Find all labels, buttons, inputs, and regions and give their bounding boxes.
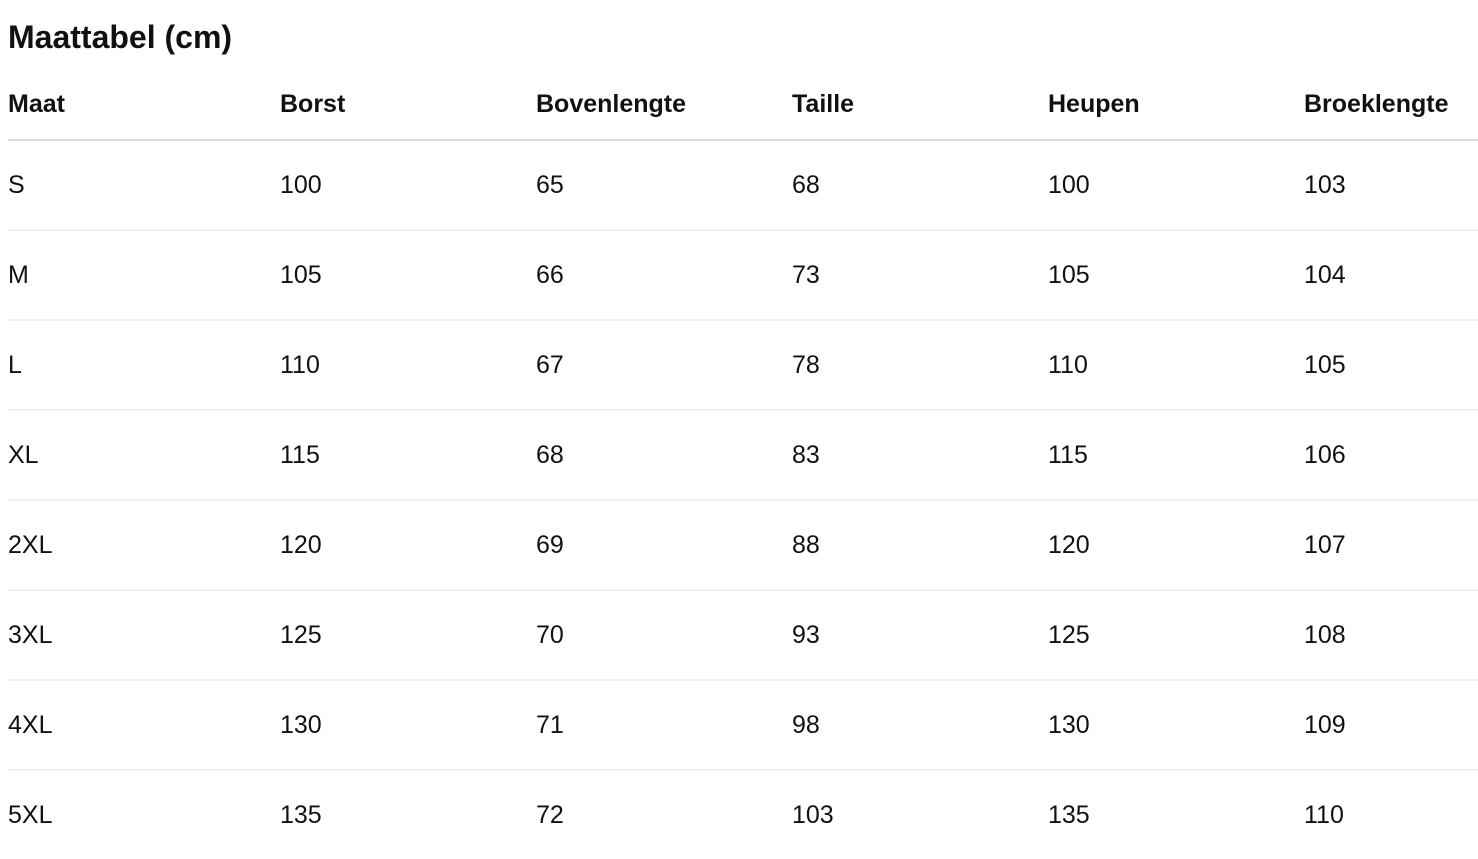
table-cell: 130 (280, 680, 536, 771)
table-cell: 100 (1048, 140, 1304, 231)
column-header-taille: Taille (792, 74, 1048, 141)
table-cell: 69 (536, 500, 792, 591)
table-cell: 68 (792, 140, 1048, 231)
table-cell: 83 (792, 410, 1048, 501)
table-cell: 115 (280, 410, 536, 501)
table-cell: 110 (1048, 320, 1304, 411)
table-cell: 100 (280, 140, 536, 231)
table-cell: L (8, 320, 280, 411)
table-cell: 120 (1048, 500, 1304, 591)
table-cell: 109 (1304, 680, 1478, 771)
table-cell: XL (8, 410, 280, 501)
table-cell: 71 (536, 680, 792, 771)
table-cell: 2XL (8, 500, 280, 591)
table-cell: 115 (1048, 410, 1304, 501)
column-header-broeklengte: Broeklengte (1304, 74, 1478, 141)
column-header-bovenlengte: Bovenlengte (536, 74, 792, 141)
table-cell: 130 (1048, 680, 1304, 771)
table-row: M 105 66 73 105 104 (8, 230, 1478, 321)
table-cell: 78 (792, 320, 1048, 411)
table-cell: 3XL (8, 590, 280, 681)
table-header-row: Maat Borst Bovenlengte Taille Heupen Broeklen… (8, 74, 1478, 141)
table-row: 2XL 120 69 88 120 107 (8, 500, 1478, 591)
table-cell: 5XL (8, 800, 53, 829)
table-cell: 103 (792, 800, 834, 829)
table-cell: 135 (280, 800, 322, 829)
table-cell: 108 (1304, 590, 1478, 681)
table-cell: 107 (1304, 500, 1478, 591)
table-cell: 68 (536, 410, 792, 501)
table-row: 3XL 125 70 93 125 108 (8, 590, 1478, 681)
column-header-heupen: Heupen (1048, 74, 1304, 141)
table-cell: 105 (1048, 230, 1304, 321)
size-table: Maat Borst Bovenlengte Taille Heupen Broeklen… (8, 74, 1478, 859)
table-cell: 125 (1048, 590, 1304, 681)
table-cell: 98 (792, 680, 1048, 771)
table-row: 5XL 135 72 103 135 110 (8, 770, 1478, 859)
table-cell: 120 (280, 500, 536, 591)
table-cell: 70 (536, 590, 792, 681)
table-cell: S (8, 140, 280, 231)
table-cell: 105 (280, 230, 536, 321)
page-title: Maattabel (cm) (8, 19, 233, 55)
table-cell: 4XL (8, 680, 280, 771)
table-cell: 135 (1048, 800, 1090, 829)
table-row: 4XL 130 71 98 130 109 (8, 680, 1478, 771)
table-cell: 110 (280, 320, 536, 411)
table-cell: 72 (536, 800, 564, 829)
table-cell: 106 (1304, 410, 1478, 501)
table-cell: 66 (536, 230, 792, 321)
table-row: S 100 65 68 100 103 (8, 140, 1478, 231)
table-cell: 110 (1304, 800, 1344, 829)
table-cell: 104 (1304, 230, 1478, 321)
column-header-borst: Borst (280, 74, 536, 141)
table-cell: 103 (1304, 140, 1478, 231)
table-cell: M (8, 230, 280, 321)
table-cell: 73 (792, 230, 1048, 321)
table-row: XL 115 68 83 115 106 (8, 410, 1478, 501)
table-row: L 110 67 78 110 105 (8, 320, 1478, 411)
table-cell: 65 (536, 140, 792, 231)
table-cell: 93 (792, 590, 1048, 681)
table-cell: 88 (792, 500, 1048, 591)
table-cell: 105 (1304, 320, 1478, 411)
table-cell: 67 (536, 320, 792, 411)
column-header-maat: Maat (8, 74, 280, 141)
table-cell: 125 (280, 590, 536, 681)
